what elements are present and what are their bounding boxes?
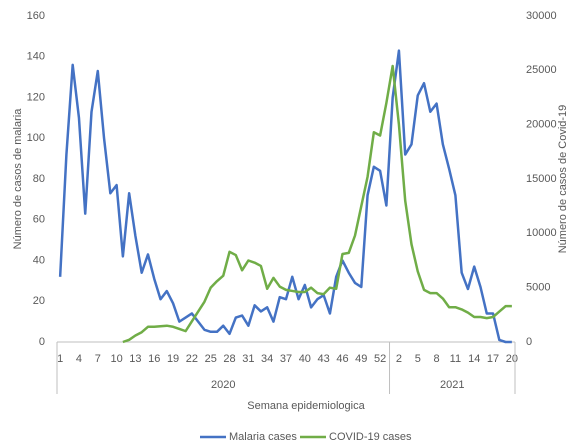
y-tick-label: 40	[33, 254, 45, 266]
y-tick-label: 60	[33, 214, 45, 226]
x-tick-label: 34	[261, 353, 273, 365]
x-tick-label: 13	[129, 353, 141, 365]
x-tick-label: 37	[280, 353, 292, 365]
x-tick-label: 19	[167, 353, 179, 365]
x-tick-label: 17	[487, 353, 499, 365]
y2-tick-label: 10000	[526, 227, 557, 239]
y2-tick-label: 15000	[526, 173, 557, 185]
y2-tick-label: 0	[526, 336, 532, 348]
y2-axis-title: Número de casos de Covid-19	[557, 105, 569, 254]
x-tick-label: 4	[76, 353, 82, 365]
line-series	[58, 49, 512, 344]
x-tick-label: 22	[186, 353, 198, 365]
x-tick-label: 16	[148, 353, 160, 365]
x-tick-label: 20	[506, 353, 518, 365]
x-tick-label: 5	[415, 353, 421, 365]
y-tick-label: 120	[27, 91, 45, 103]
group-label: 2021	[440, 379, 464, 391]
x-tick-label: 43	[318, 353, 330, 365]
x-tick-label: 10	[110, 353, 122, 365]
legend-label: COVID-19 cases	[329, 431, 412, 443]
x-tick-label: 2	[396, 353, 402, 365]
y-tick-label: 100	[27, 132, 45, 144]
x-tick-label: 11	[450, 353, 461, 365]
x-tick-label: 14	[468, 353, 480, 365]
group-label: 2020	[211, 379, 235, 391]
x-tick-label: 25	[205, 353, 217, 365]
x-axis-title: Semana epidemiologica	[247, 400, 365, 412]
y-axis-title: Número de casos de malaria	[12, 108, 24, 250]
x-tick-label: 8	[434, 353, 440, 365]
legend-label: Malaria cases	[229, 431, 297, 443]
y2-tick-label: 5000	[526, 282, 550, 294]
line-series	[122, 64, 512, 344]
x-tick-label: 7	[95, 353, 101, 365]
x-tick-label: 31	[242, 353, 254, 365]
y2-tick-label: 20000	[526, 119, 557, 131]
y-tick-label: 80	[33, 173, 45, 185]
y-tick-label: 140	[27, 51, 45, 63]
x-tick-label: 49	[355, 353, 367, 365]
x-tick-label: 1	[57, 353, 63, 365]
y-tick-label: 0	[39, 336, 45, 348]
y2-tick-label: 30000	[526, 10, 557, 22]
x-tick-label: 40	[299, 353, 311, 365]
x-tick-label: 28	[223, 353, 235, 365]
y-tick-label: 20	[33, 295, 45, 307]
x-tick-label: 46	[336, 353, 348, 365]
y-tick-label: 160	[27, 10, 45, 22]
y2-tick-label: 25000	[526, 64, 557, 76]
x-tick-label: 52	[374, 353, 386, 365]
